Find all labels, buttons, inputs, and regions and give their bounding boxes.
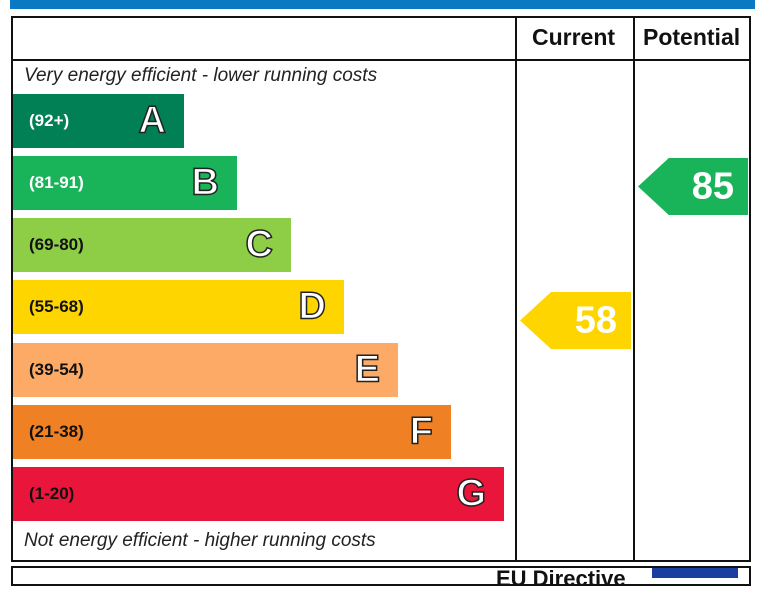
column-divider: [633, 16, 635, 562]
footer-box: [11, 566, 751, 586]
header-divider: [11, 59, 751, 61]
potential-rating-arrow: 85: [638, 158, 748, 215]
band-letter: E: [354, 348, 381, 392]
band-c: (69-80) C: [13, 218, 291, 272]
band-letter: C: [245, 223, 274, 267]
eu-directive-label: EU Directive: [496, 566, 626, 591]
band-letter: A: [138, 99, 167, 143]
band-range: (81-91): [29, 173, 84, 192]
header-current: Current: [532, 24, 616, 50]
epc-table: [11, 16, 751, 562]
band-range: (1-20): [29, 484, 75, 503]
bottom-note: Not energy efficient - higher running co…: [24, 530, 376, 551]
header-potential: Potential: [643, 24, 741, 50]
band-range: (39-54): [29, 360, 84, 379]
top-note: Very energy efficient - lower running co…: [24, 65, 378, 86]
potential-rating-value: 85: [691, 165, 734, 207]
band-letter: D: [298, 285, 327, 329]
band-letter: B: [191, 161, 220, 205]
band-a: (92+) A: [13, 94, 184, 148]
band-e: (39-54) E: [13, 343, 398, 397]
band-range: (21-38): [29, 422, 84, 441]
column-divider: [515, 16, 517, 562]
band-b: (81-91) B: [13, 156, 237, 210]
eu-flag-icon: [652, 568, 738, 578]
band-d: (55-68) D: [13, 280, 344, 334]
band-range: (69-80): [29, 235, 84, 254]
band-g: (1-20) G: [13, 467, 504, 521]
band-range: (92+): [29, 111, 70, 130]
current-rating-value: 58: [574, 299, 617, 341]
band-letter: F: [409, 410, 434, 454]
top-bar: [10, 0, 755, 9]
band-letter: G: [456, 472, 487, 516]
band-f: (21-38) F: [13, 405, 451, 459]
band-range: (55-68): [29, 297, 84, 316]
